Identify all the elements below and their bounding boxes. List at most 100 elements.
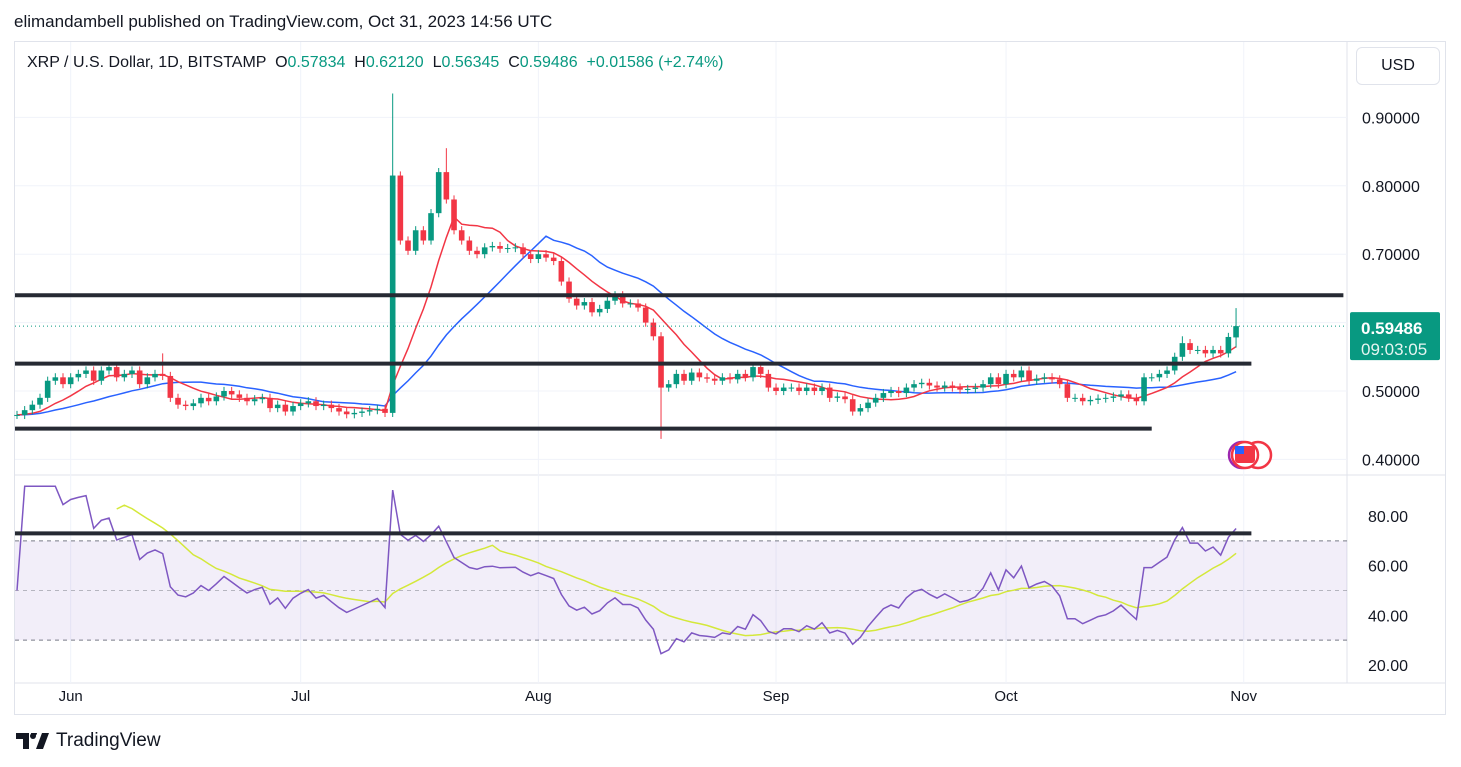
- candle-body: [642, 307, 649, 323]
- candle-body: [650, 322, 657, 337]
- candle-body: [190, 403, 197, 407]
- candle-body: [1217, 349, 1224, 354]
- candle-body: [1095, 398, 1101, 400]
- candle-body: [949, 385, 956, 388]
- candle-body: [704, 377, 710, 379]
- candle-body: [144, 377, 151, 385]
- candle-body: [535, 254, 542, 259]
- time-tick-label: Jun: [59, 688, 83, 705]
- candle-body: [152, 373, 158, 378]
- candle-body: [175, 397, 181, 405]
- candle-body: [405, 240, 411, 251]
- candle-body: [1049, 377, 1055, 380]
- chart-frame: [14, 41, 1446, 715]
- low-label: L: [432, 54, 442, 71]
- candle-body: [489, 245, 496, 248]
- price-tick-label: 0.90000: [1362, 110, 1420, 127]
- candle-body: [182, 404, 189, 407]
- candle-body: [811, 387, 818, 391]
- candle-body: [382, 408, 388, 413]
- candle-body: [619, 295, 626, 304]
- candle-body: [497, 245, 503, 249]
- candle-body: [627, 303, 634, 305]
- price-tick-label: 0.80000: [1362, 179, 1420, 196]
- candle-body: [711, 378, 718, 381]
- candle-body: [1118, 394, 1124, 397]
- us-flag-event-icon: [1235, 446, 1244, 454]
- candle-body: [274, 404, 281, 409]
- candle-body: [903, 387, 910, 394]
- candle-body: [573, 298, 580, 306]
- candle-body: [435, 172, 442, 214]
- last-price-label: [1350, 312, 1440, 361]
- candle-body: [106, 367, 112, 371]
- candle-body: [1133, 397, 1140, 402]
- candle-body: [788, 387, 795, 389]
- price-tick-label: 0.40000: [1362, 452, 1420, 469]
- candle-body: [328, 404, 335, 409]
- candle-body: [213, 396, 220, 402]
- candle-body: [374, 408, 381, 411]
- candle-body: [635, 303, 641, 308]
- high-label: H: [354, 54, 366, 71]
- candle-body: [244, 397, 250, 402]
- time-tick-label: Nov: [1230, 688, 1257, 705]
- candle-body: [681, 373, 687, 381]
- candle-body: [1102, 397, 1109, 399]
- close-label: C: [508, 54, 520, 71]
- candle-body: [428, 213, 434, 241]
- candle-body: [259, 397, 266, 400]
- candle-body: [1026, 370, 1032, 381]
- time-tick-label: Sep: [763, 688, 790, 705]
- candle-body: [742, 373, 749, 378]
- candle-body: [228, 391, 235, 395]
- candle-body: [1202, 349, 1209, 354]
- candle-body: [1033, 378, 1040, 381]
- candle-body: [612, 295, 618, 301]
- candle-body: [558, 261, 565, 282]
- candle-body: [550, 257, 557, 262]
- candle-body: [512, 247, 519, 249]
- candle-body: [911, 384, 917, 388]
- candle-body: [1064, 384, 1071, 398]
- candle-body: [1110, 396, 1117, 398]
- symbol-name[interactable]: XRP / U.S. Dollar, 1D, BITSTAMP: [27, 54, 267, 71]
- candle-body: [1233, 326, 1239, 338]
- currency-button[interactable]: USD: [1356, 47, 1440, 85]
- candle-body: [343, 411, 350, 415]
- candle-body: [1194, 349, 1201, 351]
- candle-body: [895, 391, 902, 394]
- candle-body: [1156, 373, 1163, 378]
- bar-countdown: 09:03:05: [1361, 340, 1427, 359]
- candle-body: [987, 377, 994, 385]
- candle-body: [1164, 370, 1170, 374]
- candle-body: [1041, 377, 1048, 379]
- candle-body: [75, 373, 82, 378]
- candle-body: [1179, 343, 1186, 357]
- candle-body: [305, 401, 312, 404]
- candle-body: [443, 172, 450, 200]
- candle-body: [451, 199, 457, 231]
- candle-body: [67, 377, 74, 385]
- candle-body: [121, 373, 128, 378]
- candle-body: [995, 377, 1002, 385]
- rsi-tick-label: 20.00: [1368, 658, 1408, 675]
- candle-body: [727, 377, 733, 380]
- candle-body: [52, 377, 59, 381]
- candle-body: [359, 411, 365, 413]
- candle-body: [83, 370, 89, 374]
- time-tick-label: Jul: [291, 688, 310, 705]
- candle-body: [14, 414, 20, 416]
- candle-body: [688, 372, 695, 381]
- candle-body: [198, 397, 204, 404]
- candle-body: [1072, 397, 1078, 399]
- candle-body: [1079, 397, 1086, 402]
- candle-body: [604, 300, 611, 309]
- candle-body: [297, 403, 304, 407]
- candle-body: [412, 230, 419, 251]
- tradingview-logo[interactable]: TradingView: [16, 730, 161, 752]
- candle-body: [113, 367, 120, 378]
- candle-body: [466, 240, 473, 251]
- brand-name: TradingView: [56, 730, 161, 751]
